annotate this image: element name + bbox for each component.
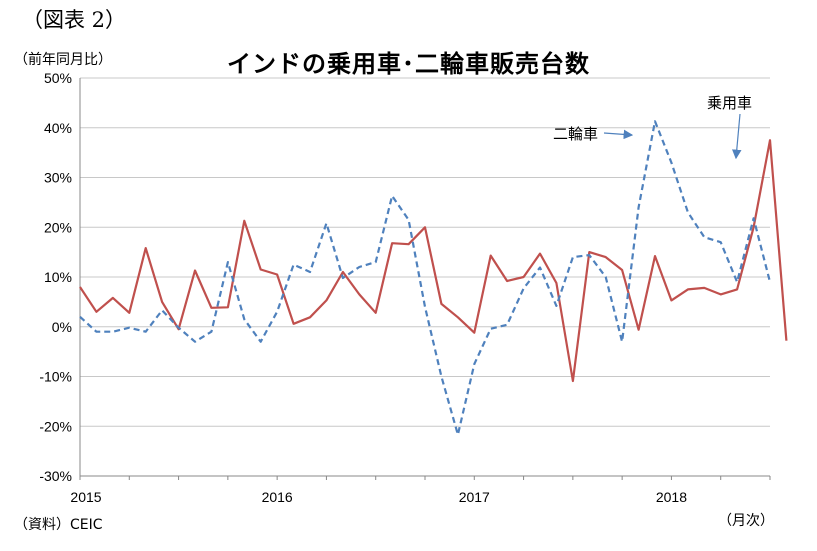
figure-label: （図表 2） bbox=[22, 8, 127, 32]
annotation-two-wheelers: 二輪車 bbox=[553, 125, 598, 143]
annotation-arrow-two-wheelers bbox=[603, 129, 634, 140]
y-tick-label: -10% bbox=[39, 369, 72, 385]
annotations: 二輪車 乗用車 bbox=[553, 94, 752, 160]
y-tick-label: 50% bbox=[44, 70, 72, 86]
series-line-two-wheelers bbox=[79, 120, 772, 436]
y-tick-label: 20% bbox=[44, 219, 72, 235]
x-tick-label: 2017 bbox=[459, 489, 490, 505]
series-line-passenger-cars bbox=[79, 139, 788, 383]
y-tick-label: 0% bbox=[52, 319, 72, 335]
source-note: （資料）CEIC bbox=[14, 517, 103, 533]
annotation-arrow-passenger-cars bbox=[731, 113, 742, 160]
y-axis-unit-label: （前年同月比） bbox=[14, 52, 112, 68]
y-tick-label: 10% bbox=[44, 269, 72, 285]
series-lines bbox=[79, 120, 788, 436]
y-tick-label: -20% bbox=[39, 418, 72, 434]
x-tick-labels: 2015 2016 2017 2018 bbox=[70, 476, 771, 505]
y-tick-labels: -30% -20% -10% 0% 10% 20% 30% 40% 50% bbox=[39, 70, 72, 484]
y-tick-label: 30% bbox=[44, 170, 72, 186]
gridlines bbox=[79, 77, 770, 477]
y-tick-label: 40% bbox=[44, 120, 72, 136]
x-tick-label: 2015 bbox=[70, 489, 101, 505]
annotation-passenger-cars: 乗用車 bbox=[707, 94, 752, 112]
y-tick-label: -30% bbox=[39, 468, 72, 484]
x-tick-label: 2018 bbox=[656, 489, 687, 505]
chart-title: インドの乗用車･二輪車販売台数 bbox=[227, 50, 590, 78]
x-axis-unit-label: （月次） bbox=[718, 513, 774, 529]
x-tick-label: 2016 bbox=[262, 489, 293, 505]
